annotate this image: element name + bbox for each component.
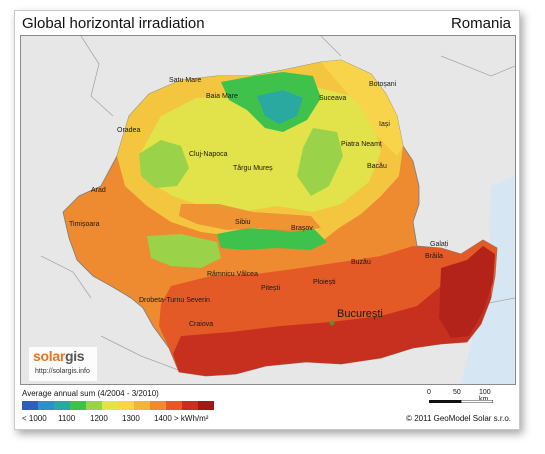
city-craiova: Craiova bbox=[189, 321, 213, 328]
irradiation-map: Satu Mare Baia Mare Suceava Botoșani Iaș… bbox=[21, 36, 515, 384]
city-bucuresti: București bbox=[337, 308, 383, 320]
legend-tick: 1400 > kWh/m² bbox=[154, 414, 209, 423]
apuseni-zone bbox=[139, 140, 189, 188]
solargis-url[interactable]: http://solargis.info bbox=[35, 368, 90, 375]
legend-color-bar bbox=[22, 401, 214, 410]
city-bacau: Bacău bbox=[367, 163, 387, 170]
legend-tick: 1300 bbox=[122, 414, 140, 423]
solargis-wordmark: solargis bbox=[33, 348, 85, 364]
legend-tick: < 1000 bbox=[22, 414, 47, 423]
neighbour-borders bbox=[40, 36, 515, 372]
city-arad: Arad bbox=[91, 187, 106, 194]
legend-swatch bbox=[166, 401, 182, 410]
fagaras-zone bbox=[217, 228, 327, 250]
city-buzau: Buzău bbox=[351, 259, 371, 266]
bucuresti-marker bbox=[329, 320, 335, 326]
legend-swatch bbox=[150, 401, 166, 410]
legend-swatch bbox=[70, 401, 86, 410]
black-sea bbox=[461, 176, 515, 384]
legend-swatch bbox=[22, 401, 38, 410]
legend-swatch bbox=[134, 401, 150, 410]
copyright: © 2011 GeoModel Solar s.r.o. bbox=[406, 414, 511, 423]
legend-swatch bbox=[86, 401, 102, 410]
danube-zone bbox=[173, 276, 491, 376]
city-galati: Galați bbox=[430, 241, 449, 248]
scale-label-0: 0 bbox=[427, 389, 431, 396]
carpathian-inner-zone bbox=[257, 90, 303, 124]
solargis-logo[interactable]: solargis http://solargis.info bbox=[29, 347, 97, 381]
city-sibiu: Sibiu bbox=[235, 219, 251, 226]
city-piatra-neamt: Piatra Neamț bbox=[341, 141, 382, 148]
legend-tick-labels: < 1000 1100 1200 1300 1400 > kWh/m² bbox=[22, 414, 262, 424]
southern-carpathians-zone bbox=[147, 234, 221, 268]
scale-label-100: 100 km bbox=[479, 389, 491, 403]
mures-valley-zone bbox=[179, 204, 321, 232]
carpathian-east-zone bbox=[297, 128, 343, 196]
east-yellow-zone bbox=[321, 60, 403, 156]
legend-caption: Average annual sum (4/2004 - 3/2010) bbox=[22, 389, 159, 398]
city-timisoara: Timișoara bbox=[69, 221, 100, 228]
map-card: Global horizontal irradiation Romania bbox=[14, 10, 520, 430]
legend-swatch bbox=[102, 401, 118, 410]
city-pitesti: Pitești bbox=[261, 285, 281, 292]
city-iasi: Iași bbox=[379, 121, 390, 128]
legend-swatch bbox=[38, 401, 54, 410]
legend-tick: 1200 bbox=[90, 414, 108, 423]
country-name: Romania bbox=[450, 15, 511, 32]
city-drobeta: Drobeta-Turnu Severin bbox=[139, 297, 210, 304]
city-oradea: Oradea bbox=[117, 127, 140, 134]
scale-label-50: 50 bbox=[453, 389, 461, 396]
city-brasov: Brașov bbox=[291, 225, 313, 232]
dobrogea-zone bbox=[439, 246, 495, 338]
city-ramnicu-valcea: Râmnicu Vâlcea bbox=[207, 271, 258, 278]
city-botosani: Botoșani bbox=[369, 81, 397, 88]
city-suceava: Suceava bbox=[319, 95, 346, 102]
legend-tick: 1100 bbox=[58, 414, 76, 423]
city-baia-mare: Baia Mare bbox=[206, 93, 238, 100]
legend-swatch bbox=[118, 401, 134, 410]
city-cluj-napoca: Cluj-Napoca bbox=[189, 151, 228, 158]
map-title: Global horizontal irradiation bbox=[22, 15, 205, 32]
city-ploiesti: Ploiești bbox=[313, 279, 336, 286]
city-targu-mures: Târgu Mureș bbox=[233, 165, 273, 172]
city-satu-mare: Satu Mare bbox=[169, 77, 201, 84]
legend-swatch bbox=[54, 401, 70, 410]
map-area[interactable]: Satu Mare Baia Mare Suceava Botoșani Iaș… bbox=[20, 35, 516, 385]
city-braila: Brăila bbox=[425, 253, 443, 260]
scale-graphic bbox=[429, 400, 493, 403]
legend-swatch bbox=[182, 401, 198, 410]
scale-bar: 0 50 100 km bbox=[427, 389, 497, 409]
legend-swatch bbox=[198, 401, 214, 410]
